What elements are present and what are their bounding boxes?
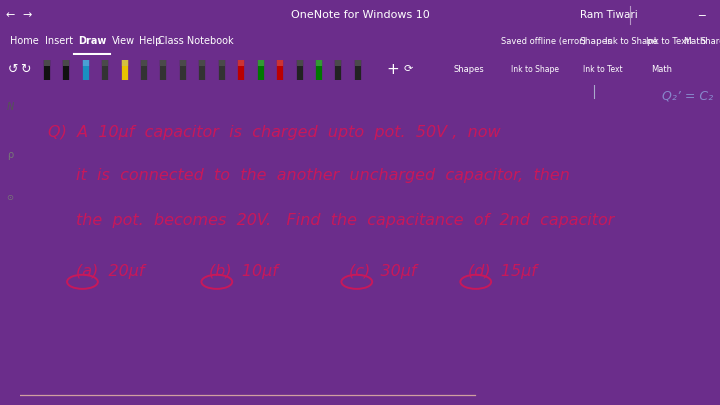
Text: Ink to Text: Ink to Text xyxy=(646,37,689,46)
Text: Ram Tiwari: Ram Tiwari xyxy=(580,10,637,20)
Text: (c)  30μf: (c) 30μf xyxy=(349,264,417,279)
Text: (d)  15μf: (d) 15μf xyxy=(468,264,537,279)
Text: Ink to Text: Ink to Text xyxy=(583,65,623,74)
Text: Q₂’ = C₂: Q₂’ = C₂ xyxy=(662,90,713,103)
Text: ⊙: ⊙ xyxy=(6,192,14,202)
Text: ρ: ρ xyxy=(7,150,13,160)
Text: →: → xyxy=(22,10,32,20)
Text: OneNote for Windows 10: OneNote for Windows 10 xyxy=(291,10,429,20)
Text: Draw: Draw xyxy=(78,36,107,46)
Text: (b)  10μf: (b) 10μf xyxy=(209,264,278,279)
Text: Saved offline (error): Saved offline (error) xyxy=(501,37,586,46)
Text: Share: Share xyxy=(701,37,720,46)
Text: Math: Math xyxy=(652,65,672,74)
Text: the  pot.  becomes  20V.   Find  the  capacitance  of  2nd  capacitor: the pot. becomes 20V. Find the capacitan… xyxy=(76,213,615,228)
Text: N: N xyxy=(6,102,14,113)
Text: Help: Help xyxy=(138,36,161,46)
Text: it  is  connected  to  the  another  uncharged  capacitor,  then: it is connected to the another uncharged… xyxy=(76,168,570,183)
Text: +: + xyxy=(386,62,399,77)
Text: ─: ─ xyxy=(698,10,706,20)
Text: Math: Math xyxy=(683,37,706,46)
Text: Shapes: Shapes xyxy=(454,65,485,74)
Text: Ink to Shape: Ink to Shape xyxy=(511,65,559,74)
Text: View: View xyxy=(112,36,135,46)
Text: ←: ← xyxy=(5,10,15,20)
Text: Ink to Shape: Ink to Shape xyxy=(605,37,658,46)
Text: ↺: ↺ xyxy=(8,63,18,76)
Text: Class Notebook: Class Notebook xyxy=(158,36,234,46)
Text: ⟳: ⟳ xyxy=(403,64,413,75)
Text: Q)  A  10μf  capacitor  is  charged  upto  pot.  50V ,  now: Q) A 10μf capacitor is charged upto pot.… xyxy=(48,125,501,140)
Text: Insert: Insert xyxy=(45,36,73,46)
Text: ↻: ↻ xyxy=(20,63,30,76)
Text: (a)  20μf: (a) 20μf xyxy=(76,264,145,279)
Text: Home: Home xyxy=(10,36,39,46)
Text: Shapes: Shapes xyxy=(580,37,613,46)
